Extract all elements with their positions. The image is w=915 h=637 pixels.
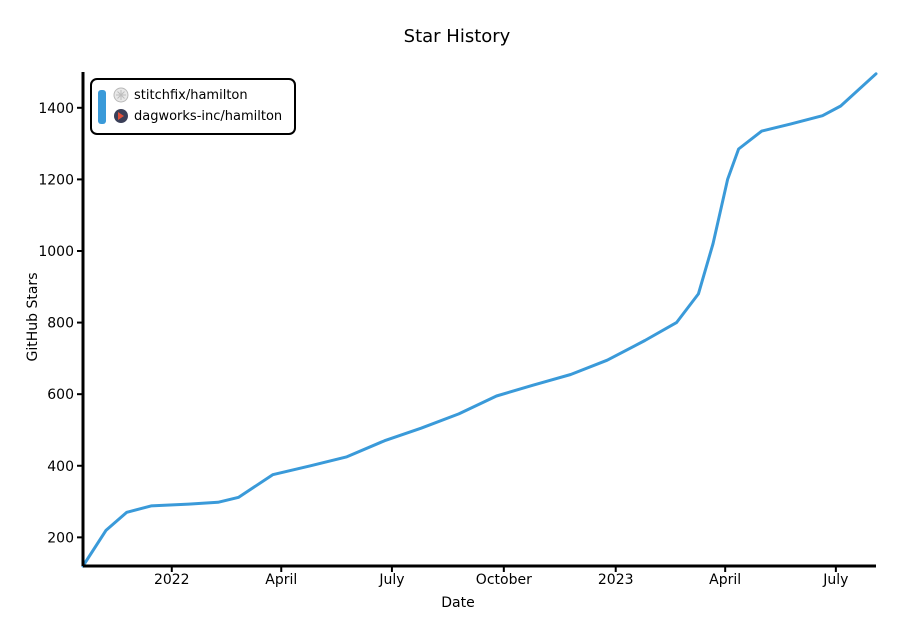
dagworks-avatar-chevron: [118, 112, 124, 120]
legend-swatch: [98, 90, 106, 124]
legend-box: [90, 78, 296, 135]
x-tick-label: 2022: [154, 572, 190, 588]
chart-title: Star History: [404, 26, 511, 47]
y-tick-label: 800: [47, 316, 74, 332]
x-tick-label: 2023: [598, 572, 634, 588]
y-axis-label: GitHub Stars: [25, 273, 41, 362]
legend-item-dagworks: dagworks-inc/hamilton: [134, 109, 282, 124]
y-tick-label: 1400: [38, 101, 74, 117]
x-axis-label: Date: [441, 595, 474, 611]
series-line: [81, 72, 878, 568]
x-tick-group: 2022 April July October 2023 April July: [154, 566, 848, 588]
series-line-group: [81, 72, 878, 568]
x-tick-label: October: [476, 572, 532, 588]
y-tick-label: 400: [47, 459, 74, 475]
x-tick-label: April: [265, 572, 297, 588]
x-tick-label: July: [822, 572, 848, 588]
y-tick-group: 200 400 600 800 1000 1200 1400: [38, 101, 83, 546]
y-tick-label: 1000: [38, 244, 74, 260]
y-tick-label: 1200: [38, 172, 74, 188]
y-tick-label: 600: [47, 387, 74, 403]
x-tick-label: April: [709, 572, 741, 588]
x-tick-label: July: [378, 572, 404, 588]
stitchfix-avatar-pattern: [116, 90, 126, 100]
legend-item-stitchfix: stitchfix/hamilton: [134, 88, 248, 103]
y-tick-label: 200: [47, 530, 74, 546]
legend: stitchfix/hamilton dagworks-inc/hamilton: [90, 78, 296, 135]
